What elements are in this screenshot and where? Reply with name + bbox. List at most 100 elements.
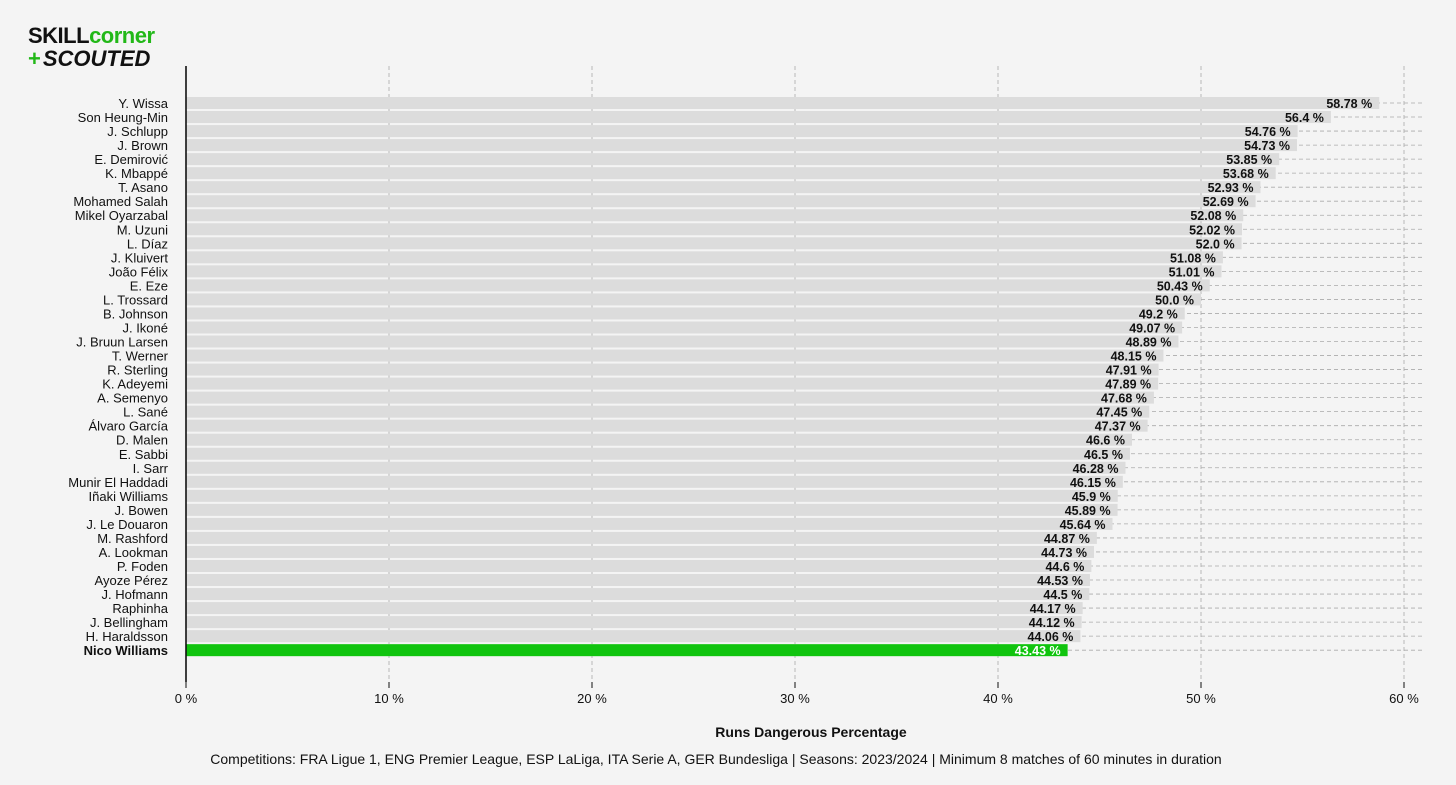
category-label: Y. Wissa	[118, 96, 168, 111]
x-axis-label: Runs Dangerous Percentage	[715, 724, 907, 740]
bar	[186, 630, 1081, 643]
category-label: Mikel Oyarzabal	[75, 208, 168, 223]
bar	[186, 461, 1126, 474]
value-label: 44.5 %	[1043, 588, 1082, 602]
bar	[186, 293, 1201, 306]
category-label: I. Sarr	[133, 461, 169, 476]
category-label: Son Heung-Min	[78, 110, 168, 125]
category-label: Raphinha	[112, 601, 168, 616]
value-label: 46.6 %	[1086, 434, 1125, 448]
value-label: 51.08 %	[1170, 251, 1216, 265]
value-label: 45.9 %	[1072, 490, 1111, 504]
category-label: Iñaki Williams	[89, 489, 169, 504]
value-label: 46.15 %	[1070, 476, 1116, 490]
bar	[186, 125, 1298, 138]
value-label: 46.28 %	[1073, 462, 1119, 476]
category-label: L. Trossard	[103, 292, 168, 307]
value-label: 51.01 %	[1169, 265, 1215, 279]
value-label: 53.85 %	[1226, 153, 1272, 167]
category-label: Nico Williams	[84, 643, 168, 658]
category-label: M. Uzuni	[117, 222, 168, 237]
value-label: 45.89 %	[1065, 504, 1111, 518]
category-label: J. Bowen	[115, 503, 168, 518]
value-label: 47.91 %	[1106, 364, 1152, 378]
category-label: Ayoze Pérez	[95, 573, 168, 588]
category-label: J. Le Douaron	[86, 517, 168, 532]
category-label: L. Sané	[123, 405, 168, 420]
value-label: 56.4 %	[1285, 111, 1324, 125]
value-label: 44.87 %	[1044, 532, 1090, 546]
bar	[186, 97, 1380, 109]
category-label: E. Sabbi	[119, 447, 168, 462]
value-label: 44.53 %	[1037, 574, 1083, 588]
category-label: A. Lookman	[99, 545, 168, 560]
value-label: 49.2 %	[1139, 307, 1178, 321]
category-label: J. Hofmann	[102, 587, 168, 602]
value-label: 53.68 %	[1223, 167, 1269, 181]
value-label: 52.0 %	[1196, 237, 1235, 251]
value-label: 50.0 %	[1155, 293, 1194, 307]
value-label: 52.93 %	[1208, 181, 1254, 195]
value-label: 54.73 %	[1244, 139, 1290, 153]
bar	[186, 517, 1113, 530]
category-label: P. Foden	[117, 559, 168, 574]
category-label: T. Werner	[112, 349, 169, 364]
bar	[186, 391, 1154, 404]
value-label: 44.06 %	[1028, 630, 1074, 644]
category-label: L. Díaz	[127, 236, 168, 251]
logo-scouted-text: SCOUTED	[42, 46, 151, 71]
bar	[186, 377, 1159, 390]
bar	[186, 153, 1280, 166]
category-label: K. Mbappé	[105, 166, 168, 181]
category-label: K. Adeyemi	[102, 377, 168, 392]
logo-corner-text: corner	[89, 23, 155, 48]
value-label: 47.89 %	[1105, 378, 1151, 392]
category-label: Munir El Haddadi	[68, 475, 168, 490]
value-label: 52.08 %	[1190, 209, 1236, 223]
logo-line-1: SKILLcorner	[28, 24, 155, 48]
bar	[186, 559, 1092, 572]
bar	[186, 195, 1256, 208]
bar	[186, 644, 1068, 657]
bar	[186, 335, 1179, 348]
bar	[186, 265, 1222, 278]
bar	[186, 447, 1130, 460]
value-label: 44.73 %	[1041, 546, 1087, 560]
category-label: J. Ikoné	[122, 320, 168, 335]
category-label: B. Johnson	[103, 306, 168, 321]
value-label: 47.37 %	[1095, 420, 1141, 434]
category-label: R. Sterling	[107, 363, 168, 378]
x-tick-label: 40 %	[983, 691, 1013, 706]
category-label: E. Demirović	[94, 152, 168, 167]
bar	[186, 419, 1148, 432]
footnote: Competitions: FRA Ligue 1, ENG Premier L…	[210, 751, 1222, 767]
bar	[186, 489, 1118, 502]
x-tick-label: 60 %	[1389, 691, 1419, 706]
bar	[186, 237, 1242, 250]
bar	[186, 588, 1090, 601]
logo-line-2: +SCOUTED	[28, 46, 150, 72]
x-tick-label: 10 %	[374, 691, 404, 706]
bar	[186, 574, 1090, 587]
category-label: Álvaro García	[89, 419, 169, 434]
bar	[186, 363, 1159, 376]
x-tick-label: 50 %	[1186, 691, 1216, 706]
value-label: 49.07 %	[1129, 321, 1175, 335]
bar	[186, 475, 1123, 488]
bar	[186, 503, 1118, 516]
bar	[186, 433, 1132, 446]
logo-plus-icon: +	[28, 46, 41, 71]
category-label: M. Rashford	[97, 531, 168, 546]
bar	[186, 531, 1097, 544]
value-label: 50.43 %	[1157, 279, 1203, 293]
bar	[186, 223, 1243, 236]
value-label: 44.6 %	[1045, 560, 1084, 574]
value-label: 45.64 %	[1060, 518, 1106, 532]
category-label: D. Malen	[116, 433, 168, 448]
category-label: Mohamed Salah	[73, 194, 168, 209]
bar	[186, 307, 1185, 320]
category-label: J. Schlupp	[107, 124, 168, 139]
bar	[186, 616, 1082, 629]
category-label: E. Eze	[130, 278, 168, 293]
value-label: 48.89 %	[1126, 336, 1172, 350]
